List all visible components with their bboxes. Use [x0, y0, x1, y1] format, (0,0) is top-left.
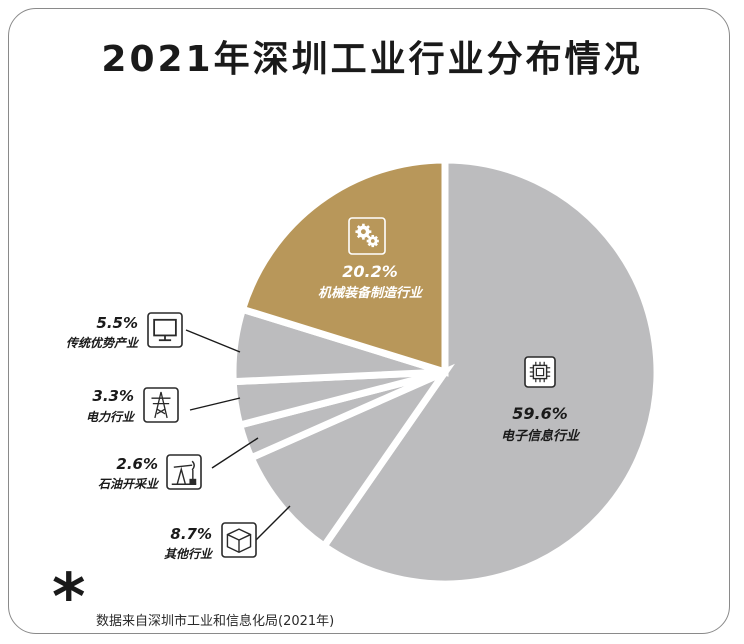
pie-slice-1: [246, 363, 455, 552]
slice-label-3: 电力行业: [86, 410, 136, 424]
slice-percent-4: 5.5%: [96, 314, 138, 332]
data-source-note: 数据来自深圳市工业和信息化局(2021年): [96, 614, 335, 629]
slice-percent-2: 2.6%: [116, 455, 158, 473]
monitor-icon: [147, 312, 183, 348]
gears-icon: [348, 217, 386, 255]
leader-line-4: [185, 329, 241, 353]
slice-percent-0: 59.6%: [512, 404, 568, 423]
leader-line-2: [211, 437, 259, 469]
chip-icon: [524, 356, 556, 388]
power-tower-icon: [143, 387, 179, 423]
asterisk-mark: *: [52, 561, 86, 635]
pie-slice-0: [319, 156, 661, 588]
slice-label-1: 其他行业: [164, 547, 214, 561]
leader-line-1: [251, 505, 291, 545]
pie-slice-5: [238, 156, 449, 377]
slice-label-2: 石油开采业: [98, 477, 160, 491]
slice-percent-1: 8.7%: [170, 525, 212, 543]
box-icon: [221, 522, 257, 558]
slice-label-0: 电子信息行业: [501, 428, 581, 444]
oil-pump-icon: [166, 454, 202, 490]
slice-label-4: 传统优势产业: [66, 336, 140, 350]
leader-line-3: [189, 397, 241, 411]
slice-percent-3: 3.3%: [92, 387, 134, 405]
slice-label-5: 机械装备制造行业: [318, 285, 424, 301]
chart-title: 2021年深圳工业行业分布情况: [101, 39, 643, 80]
slice-percent-5: 20.2%: [342, 262, 398, 281]
